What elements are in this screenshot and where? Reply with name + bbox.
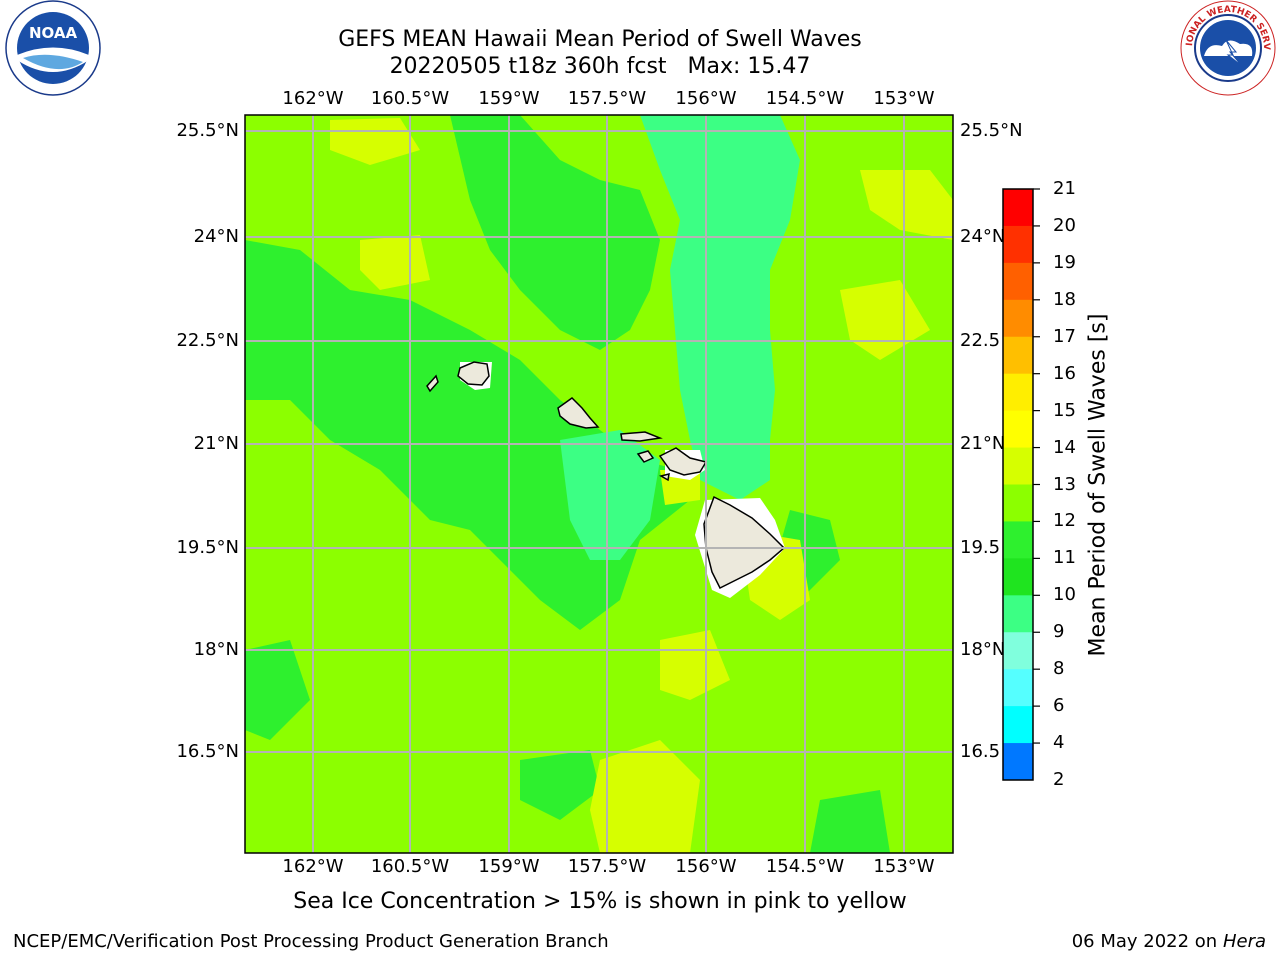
colorbar-segment xyxy=(1003,299,1033,338)
lat-tick-right: 24°N xyxy=(960,226,1006,247)
lat-tick-right: 21°N xyxy=(960,433,1006,454)
colorbar-label: 11 xyxy=(1053,547,1076,569)
map-frame xyxy=(244,114,954,854)
colorbar-label: 8 xyxy=(1053,658,1065,680)
lon-tick-top: 160.5°W xyxy=(370,88,450,109)
lon-tick-bottom: 156°W xyxy=(675,856,737,877)
lon-tick-top: 162°W xyxy=(282,88,344,109)
colorbar-segment xyxy=(1003,410,1033,449)
colorbar-segment xyxy=(1003,632,1033,670)
map-title: GEFS MEAN Hawaii Mean Period of Swell Wa… xyxy=(338,27,862,52)
colorbar-segment xyxy=(1003,743,1033,781)
colorbar-label: 13 xyxy=(1053,473,1076,495)
contour-yellow-s2 xyxy=(660,630,730,700)
lon-tick-bottom: 157.5°W xyxy=(567,856,647,877)
colorbar xyxy=(1003,188,1040,781)
lon-tick-bottom: 160.5°W xyxy=(370,856,450,877)
colorbar-segment xyxy=(1003,373,1033,412)
lat-tick-right: 25.5°N xyxy=(960,120,1023,141)
nws-logo: NATIONAL WEATHER SERVICE xyxy=(1178,0,1276,96)
lon-tick-bottom: 153°W xyxy=(873,856,935,877)
contour-green-sw xyxy=(245,640,310,740)
contour-teal-plume xyxy=(640,115,800,500)
contour-teal-south xyxy=(560,430,660,560)
colorbar-label: 12 xyxy=(1053,510,1076,532)
footer-date-text: 06 May 2022 on xyxy=(1071,931,1218,952)
contour-green-s2 xyxy=(520,750,600,820)
colorbar-segment xyxy=(1003,262,1033,301)
lat-tick-right: 16.5 xyxy=(960,741,1001,762)
colorbar-title: Mean Period of Swell Waves [s] xyxy=(1085,313,1111,657)
colorbar-segment xyxy=(1003,669,1033,707)
colorbar-label: 16 xyxy=(1053,362,1076,384)
colorbar-label: 17 xyxy=(1053,325,1076,347)
sea-ice-note: Sea Ice Concentration > 15% is shown in … xyxy=(293,889,907,914)
lat-tick-left: 18°N xyxy=(193,639,239,660)
colorbar-label: 9 xyxy=(1053,621,1065,643)
lon-tick-top: 156°W xyxy=(675,88,737,109)
footer-date: 06 May 2022 on Hera xyxy=(1072,931,1266,952)
lat-tick-left: 22.5°N xyxy=(176,330,239,351)
colorbar-label: 21 xyxy=(1053,178,1076,199)
lon-tick-top: 157.5°W xyxy=(567,88,647,109)
island-kahoolawe xyxy=(659,472,670,482)
colorbar-segment xyxy=(1003,484,1033,522)
colorbar-segment xyxy=(1003,447,1033,485)
colorbar-segment xyxy=(1003,595,1033,633)
island-molokai xyxy=(620,431,663,442)
colorbar-label: 6 xyxy=(1053,695,1065,717)
colorbar-segment xyxy=(1003,521,1033,559)
lat-tick-right: 22.5 xyxy=(960,330,1001,351)
colorbar-segment xyxy=(1003,336,1033,375)
lat-tick-right: 19.5 xyxy=(960,537,1001,558)
lon-tick-bottom: 159°W xyxy=(478,856,540,877)
contour-yellow-s xyxy=(590,740,700,853)
lat-tick-left: 16.5°N xyxy=(176,741,239,762)
colorbar-segment xyxy=(1003,225,1033,264)
max-value: Max: 15.47 xyxy=(687,54,811,79)
lat-tick-left: 19.5°N xyxy=(176,537,239,558)
colorbar-segment xyxy=(1003,706,1033,744)
colorbar-frame xyxy=(1002,188,1034,781)
map-subtitle: 20220505 t18z 360h fcst Max: 15.47 xyxy=(0,54,1200,79)
map-graticule xyxy=(245,115,953,853)
island-lanai xyxy=(636,450,655,463)
colorbar-label: 19 xyxy=(1053,251,1076,273)
contour-green-south xyxy=(810,790,890,853)
colorbar-label: 4 xyxy=(1053,732,1065,754)
lat-tick-right: 18°N xyxy=(960,639,1006,660)
lon-tick-bottom: 162°W xyxy=(282,856,344,877)
lon-tick-bottom: 154.5°W xyxy=(765,856,845,877)
colorbar-label: 15 xyxy=(1053,399,1076,421)
noaa-logo: NOAA xyxy=(5,0,101,96)
contour-yellow-ne xyxy=(860,170,953,240)
colorbar-segment xyxy=(1003,558,1033,596)
lon-tick-top: 153°W xyxy=(873,88,935,109)
colorbar-label: 20 xyxy=(1053,214,1076,236)
lat-tick-left: 25.5°N xyxy=(176,120,239,141)
colorbar-label: 18 xyxy=(1053,288,1076,310)
noaa-logo-text: NOAA xyxy=(29,24,78,42)
colorbar-segment xyxy=(1003,189,1033,227)
footer-credit: NCEP/EMC/Verification Post Processing Pr… xyxy=(13,931,609,952)
island-oahu xyxy=(557,397,600,429)
forecast-date: 20220505 t18z 360h fcst xyxy=(389,54,667,79)
colorbar-label: 2 xyxy=(1053,769,1065,790)
lat-tick-left: 24°N xyxy=(193,226,239,247)
island-niihau xyxy=(426,374,439,393)
contour-yellow-w xyxy=(330,118,420,165)
contour-yellow-w2 xyxy=(360,235,430,290)
lon-tick-top: 159°W xyxy=(478,88,540,109)
lat-tick-left: 21°N xyxy=(193,433,239,454)
colorbar-label: 14 xyxy=(1053,436,1076,458)
island-kauai xyxy=(457,361,490,386)
island-maui xyxy=(658,447,708,476)
footer-host: Hera xyxy=(1222,931,1266,952)
lon-tick-top: 154.5°W xyxy=(765,88,845,109)
colorbar-label: 10 xyxy=(1053,584,1076,606)
